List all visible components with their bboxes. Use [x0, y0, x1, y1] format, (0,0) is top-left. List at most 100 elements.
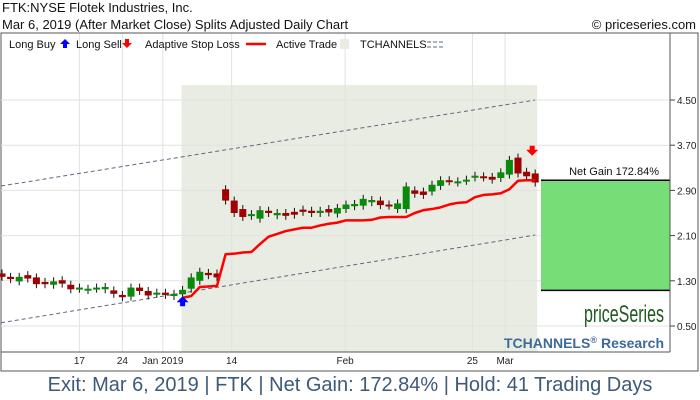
- x-tick-label: 24: [117, 356, 129, 367]
- candle-up: [15, 276, 23, 282]
- candle-down: [523, 171, 531, 177]
- candle-up: [247, 214, 255, 217]
- long-buy-arrow-icon: [60, 39, 70, 48]
- candle-down: [230, 200, 238, 213]
- legend: Long Buy Long Sell Adaptive Stop Loss Ac…: [9, 39, 443, 51]
- x-tick-label: Mar: [496, 356, 514, 367]
- candle-down: [144, 290, 152, 296]
- candle-up: [333, 207, 341, 214]
- y-tick-label: 3.70: [677, 141, 697, 152]
- x-tick-label: 25: [467, 356, 479, 367]
- candle-down: [411, 190, 419, 194]
- candle-up: [428, 184, 436, 192]
- candle-down: [514, 157, 522, 174]
- candle-up: [394, 203, 402, 210]
- candle-down: [118, 294, 126, 298]
- x-tick-label: 17: [74, 356, 86, 367]
- candle-down: [308, 210, 316, 213]
- y-tick-label: 0.50: [677, 322, 697, 333]
- candle-up: [316, 210, 324, 213]
- y-tick-label: 1.30: [677, 277, 697, 288]
- candle-down: [531, 173, 539, 183]
- candle-down: [58, 280, 66, 284]
- candle-up: [84, 288, 92, 291]
- registered-mark: ®: [590, 335, 597, 345]
- net-gain-label: Net Gain 172.84%: [569, 166, 659, 178]
- candle-down: [0, 273, 6, 277]
- adaptive-stop-loss-line: [182, 178, 536, 299]
- candle-up: [402, 186, 410, 210]
- candle-up: [196, 271, 204, 281]
- candle-up: [437, 180, 445, 186]
- candle-up: [101, 287, 109, 290]
- candle-down: [325, 209, 333, 213]
- candle-up: [187, 277, 195, 289]
- candle-down: [222, 189, 230, 201]
- legend-long-buy: Long Buy: [9, 39, 56, 51]
- candle-down: [290, 211, 298, 215]
- net-gain-box: [541, 180, 670, 291]
- candle-up: [497, 172, 505, 178]
- candle-up: [454, 181, 462, 184]
- copyright: © priceseries.com: [591, 17, 696, 32]
- y-tick-label: 4.50: [677, 96, 697, 107]
- research-suffix: Research: [601, 335, 664, 351]
- candle-up: [471, 175, 479, 178]
- candle-down: [445, 180, 453, 183]
- trade-summary-caption: Exit: Mar 6, 2019 | FTK | Net Gain: 172.…: [47, 374, 653, 396]
- tchannels-swatch-icon: [427, 41, 443, 48]
- candle-down: [161, 292, 169, 295]
- candle-up: [368, 200, 376, 203]
- long-sell-arrow-icon: [122, 39, 132, 48]
- candle-up: [256, 210, 264, 219]
- candle-down: [213, 273, 221, 278]
- candle-down: [110, 290, 118, 294]
- candle-down: [41, 281, 49, 285]
- tchannels-research-logo: TCHANNELS® Research: [504, 335, 664, 351]
- candle-down: [419, 191, 427, 195]
- x-tick-label: Jan 2019: [142, 356, 184, 367]
- tchannel-upper-line: [0, 99, 536, 187]
- chart-subtitle: Mar 6, 2019 (After Market Close) Splits …: [2, 17, 349, 32]
- legend-long-sell: Long Sell: [76, 39, 122, 51]
- x-tick-label: 14: [226, 356, 238, 367]
- candle-up: [462, 179, 470, 182]
- candle-down: [7, 276, 15, 280]
- candle-down: [265, 210, 273, 213]
- candle-up: [50, 281, 58, 285]
- candle-up: [75, 287, 83, 290]
- tchannel-lower-line: [0, 234, 536, 324]
- candle-up: [505, 159, 513, 175]
- candle-down: [32, 277, 40, 285]
- candle-up: [153, 292, 161, 295]
- long-sell-arrow-icon: [526, 145, 539, 156]
- candle-down: [67, 284, 75, 290]
- legend-stop-loss: Adaptive Stop Loss: [145, 39, 240, 51]
- candle-down: [299, 209, 307, 212]
- y-tick-label: 2.10: [677, 232, 697, 243]
- candle-up: [359, 198, 367, 206]
- active-trade-swatch: [340, 39, 349, 49]
- candle-up: [342, 204, 350, 210]
- candle-down: [480, 176, 488, 179]
- candle-down: [488, 176, 496, 180]
- priceseries-logo: priceSeries: [584, 301, 664, 328]
- long-buy-arrow-icon: [176, 296, 189, 307]
- candle-up: [170, 293, 178, 297]
- candle-down: [376, 200, 384, 206]
- candle-up: [93, 287, 101, 290]
- candle-up: [179, 289, 187, 295]
- active-trade-region: [181, 85, 538, 352]
- candle-down: [385, 204, 393, 207]
- candle-down: [136, 287, 144, 291]
- candle-down: [282, 213, 290, 216]
- candle-down: [24, 275, 32, 279]
- candle-up: [351, 203, 359, 207]
- candle-up: [273, 213, 281, 216]
- research-name: TCHANNELS: [504, 335, 590, 351]
- candle-up: [127, 287, 135, 297]
- chart-title: FTK:NYSE Flotek Industries, Inc.: [2, 0, 193, 15]
- candle-down: [239, 209, 247, 217]
- legend-tchannels: TCHANNELS: [360, 39, 427, 51]
